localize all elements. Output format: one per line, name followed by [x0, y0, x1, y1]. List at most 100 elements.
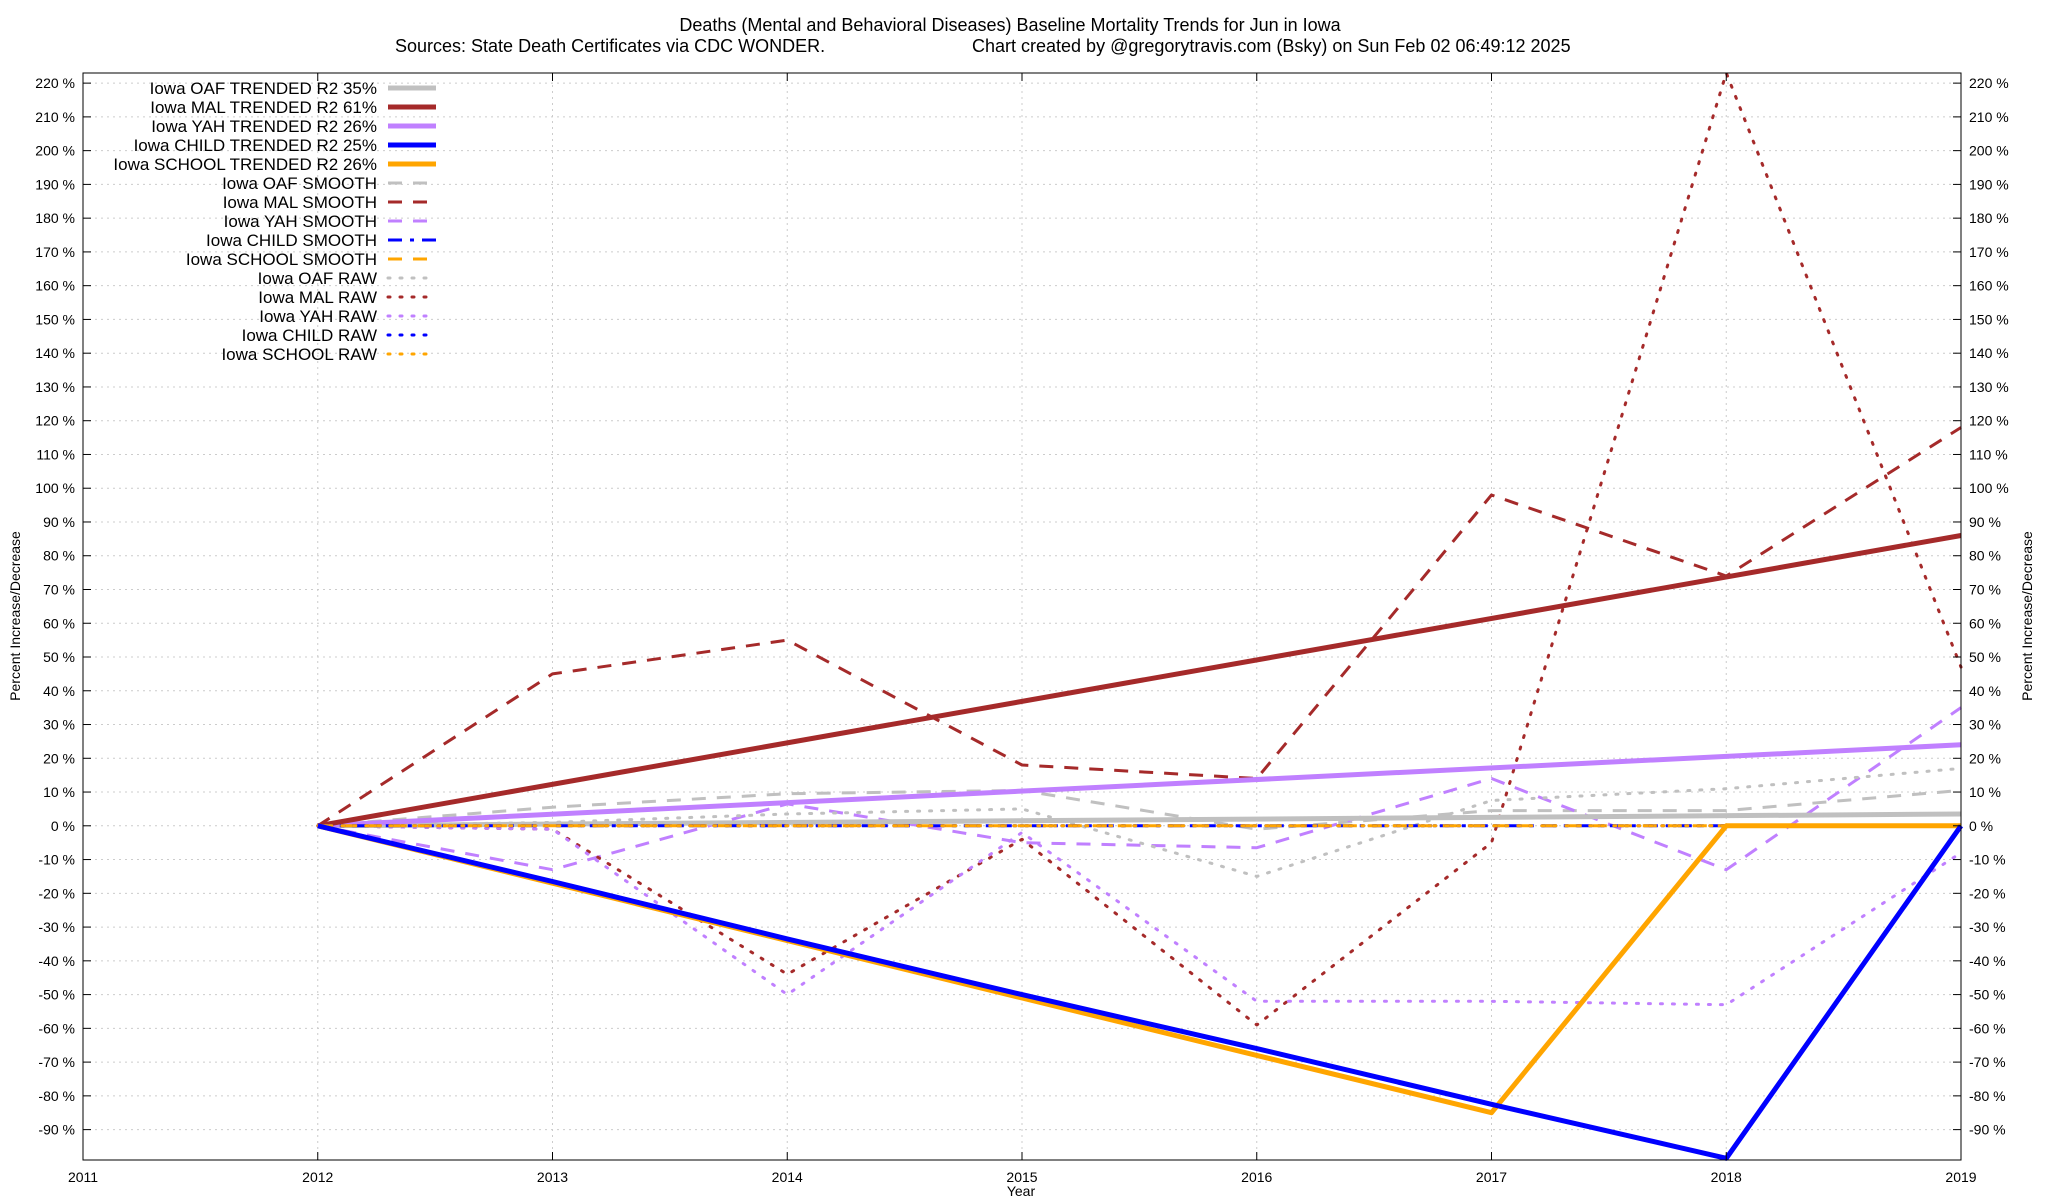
- y-tick-label-left: 20 %: [43, 750, 75, 766]
- y-tick-label-left: 220 %: [35, 75, 75, 91]
- legend-label: Iowa OAF SMOOTH: [222, 174, 377, 193]
- x-tick-label: 2017: [1476, 1169, 1507, 1185]
- x-tick-label: 2015: [1006, 1169, 1037, 1185]
- series-line-2: [317, 742, 1962, 829]
- y-tick-label-right: -70 %: [1969, 1054, 2006, 1070]
- y-tick-label-right: 50 %: [1969, 649, 2001, 665]
- y-tick-label-left: 190 %: [35, 176, 75, 192]
- y-tick-label-left: 100 %: [35, 480, 75, 496]
- y-tick-label-left: 120 %: [35, 413, 75, 429]
- y-tick-label-right: 30 %: [1969, 717, 2001, 733]
- series-line-10: [316, 766, 1963, 878]
- y-tick-label-right: 150 %: [1969, 311, 2009, 327]
- y-tick-label-left: -80 %: [38, 1088, 75, 1104]
- x-tick-label: 2018: [1711, 1169, 1742, 1185]
- y-tick-label-right: -40 %: [1969, 953, 2006, 969]
- series-line-0: [317, 811, 1962, 829]
- legend-label: Iowa SCHOOL TRENDED R2 26%: [113, 155, 377, 174]
- y-tick-label-left: 70 %: [43, 581, 75, 597]
- legend-label: Iowa CHILD RAW: [242, 326, 377, 345]
- y-tick-label-right: 200 %: [1969, 143, 2009, 159]
- y-tick-label-right: 10 %: [1969, 784, 2001, 800]
- y-tick-label-right: 180 %: [1969, 210, 2009, 226]
- legend-label: Iowa MAL TRENDED R2 61%: [150, 98, 377, 117]
- chart-subtitle-source: Sources: State Death Certificates via CD…: [395, 36, 825, 56]
- y-tick-label-left: -90 %: [38, 1122, 75, 1138]
- y-tick-label-right: 110 %: [1969, 446, 2008, 462]
- chart-title: Deaths (Mental and Behavioral Diseases) …: [679, 15, 1341, 35]
- series-line-12: [316, 824, 1963, 1007]
- y-tick-label-left: 0 %: [51, 818, 75, 834]
- y-tick-label-right: 210 %: [1969, 109, 2009, 125]
- y-tick-label-left: 210 %: [35, 109, 75, 125]
- legend-label: Iowa YAH RAW: [259, 307, 377, 326]
- y-tick-label-right: -10 %: [1969, 852, 2006, 868]
- y-tick-label-right: -30 %: [1969, 919, 2006, 935]
- y-tick-label-left: 50 %: [43, 649, 75, 665]
- series-line-6: [316, 426, 1962, 828]
- series-line-4: [317, 823, 1961, 1116]
- y-tick-label-left: 130 %: [35, 379, 75, 395]
- legend-label: Iowa SCHOOL RAW: [221, 345, 377, 364]
- y-tick-label-left: 170 %: [35, 244, 75, 260]
- x-tick-label: 2016: [1241, 1169, 1272, 1185]
- x-tick-label: 2019: [1945, 1169, 1976, 1185]
- legend-label: Iowa MAL RAW: [258, 288, 377, 307]
- y-axis-label-right: Percent Increase/Decrease: [2019, 531, 2035, 701]
- y-tick-label-right: -50 %: [1969, 987, 2006, 1003]
- x-tick-label: 2011: [68, 1169, 98, 1185]
- y-tick-label-right: 120 %: [1969, 413, 2009, 429]
- y-tick-label-right: 190 %: [1969, 176, 2009, 192]
- x-tick-label: 2013: [537, 1169, 568, 1185]
- series-line-7: [317, 706, 1962, 872]
- y-tick-label-right: 40 %: [1969, 683, 2001, 699]
- y-tick-label-right: 160 %: [1969, 278, 2009, 294]
- y-tick-label-right: -90 %: [1969, 1122, 2006, 1138]
- y-tick-label-left: -50 %: [38, 987, 75, 1003]
- x-tick-label: 2014: [772, 1169, 803, 1185]
- y-tick-label-left: 110 %: [36, 446, 75, 462]
- y-axis-label-left: Percent Increase/Decrease: [7, 531, 23, 701]
- axis-ticks: -90 % -90 % -80 % -80 % -70 % -70 % -60 % -60 %…: [35, 73, 2009, 1185]
- y-tick-label-right: -60 %: [1969, 1020, 2006, 1036]
- y-tick-label-left: 80 %: [43, 548, 75, 564]
- series-line-1: [317, 533, 1962, 829]
- legend-label: Iowa YAH TRENDED R2 26%: [151, 117, 377, 136]
- x-tick-label: 2012: [302, 1169, 333, 1185]
- y-tick-label-left: 10 %: [43, 784, 75, 800]
- y-tick-label-right: 80 %: [1969, 548, 2001, 564]
- y-tick-label-right: 60 %: [1969, 615, 2001, 631]
- y-tick-label-left: -10 %: [38, 852, 75, 868]
- y-tick-label-right: 70 %: [1969, 581, 2001, 597]
- y-tick-label-left: 150 %: [35, 311, 75, 327]
- legend-label: Iowa YAH SMOOTH: [224, 212, 377, 231]
- y-tick-label-left: 90 %: [43, 514, 75, 530]
- y-tick-label-right: 90 %: [1969, 514, 2001, 530]
- y-tick-label-left: 40 %: [43, 683, 75, 699]
- y-tick-label-right: 0 %: [1969, 818, 1993, 834]
- y-tick-label-left: 30 %: [43, 717, 75, 733]
- legend-label: Iowa CHILD SMOOTH: [206, 231, 377, 250]
- y-tick-label-right: 130 %: [1969, 379, 2009, 395]
- legend-label: Iowa MAL SMOOTH: [223, 193, 377, 212]
- y-tick-label-left: -20 %: [38, 885, 75, 901]
- y-tick-label-left: 140 %: [35, 345, 75, 361]
- y-tick-label-left: 160 %: [35, 278, 75, 294]
- y-tick-label-right: 140 %: [1969, 345, 2009, 361]
- y-tick-label-right: 20 %: [1969, 750, 2001, 766]
- y-tick-label-left: 180 %: [35, 210, 75, 226]
- y-tick-label-left: 60 %: [43, 615, 75, 631]
- y-tick-label-left: -60 %: [38, 1020, 75, 1036]
- y-tick-label-left: -30 %: [38, 919, 75, 935]
- legend-label: Iowa CHILD TRENDED R2 25%: [134, 136, 377, 155]
- legend-label: Iowa OAF RAW: [258, 269, 377, 288]
- y-tick-label-right: 220 %: [1969, 75, 2009, 91]
- series-line-3: [317, 823, 1964, 1161]
- y-tick-label-left: -40 %: [38, 953, 75, 969]
- y-tick-label-right: -80 %: [1969, 1088, 2006, 1104]
- y-tick-label-right: 100 %: [1969, 480, 2009, 496]
- y-tick-label-left: 200 %: [35, 143, 75, 159]
- legend-label: Iowa SCHOOL SMOOTH: [186, 250, 377, 269]
- legend-label: Iowa OAF TRENDED R2 35%: [150, 79, 377, 98]
